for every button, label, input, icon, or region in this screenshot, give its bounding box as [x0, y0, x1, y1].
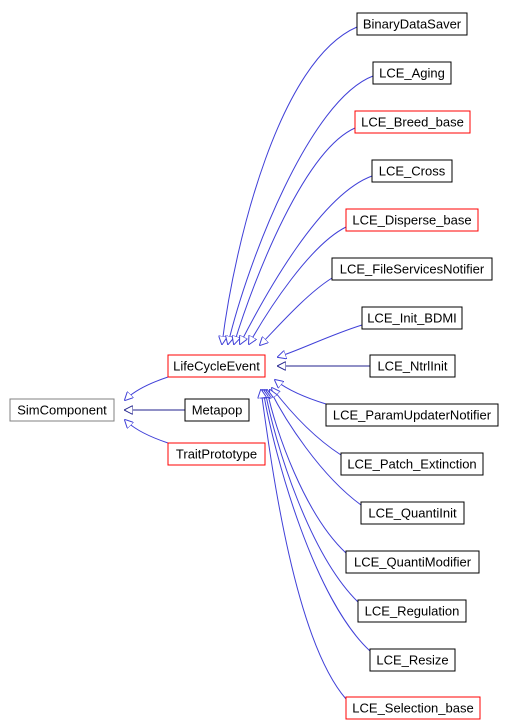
node-LifeCycleEvent[interactable]: LifeCycleEvent — [168, 355, 265, 377]
edge-BinaryDataSaver-LifeCycleEvent — [222, 27, 357, 344]
node-label: SimComponent — [17, 402, 107, 417]
edge-LCE_Breed_base-LifeCycleEvent — [234, 128, 355, 344]
node-label: LifeCycleEvent — [173, 358, 260, 373]
node-LCE_Patch_Extinction[interactable]: LCE_Patch_Extinction — [341, 453, 483, 475]
node-label: LCE_Selection_base — [352, 700, 473, 715]
node-LCE_FileServicesNotifier[interactable]: LCE_FileServicesNotifier — [332, 258, 492, 280]
edge-LCE_Init_BDMI-LifeCycleEvent — [278, 325, 362, 357]
nodes-layer: SimComponent LifeCycleEvent Metapop TraitPr… — [10, 13, 498, 719]
node-LCE_Disperse_base[interactable]: LCE_Disperse_base — [346, 209, 478, 231]
node-label: LCE_FileServicesNotifier — [340, 261, 485, 276]
node-LCE_ParamUpdaterNotifier[interactable]: LCE_ParamUpdaterNotifier — [326, 404, 498, 426]
node-LCE_Aging[interactable]: LCE_Aging — [373, 62, 451, 84]
node-label: LCE_Breed_base — [361, 114, 464, 129]
node-BinaryDataSaver[interactable]: BinaryDataSaver — [357, 13, 467, 35]
inheritance-diagram: SimComponent LifeCycleEvent Metapop TraitPr… — [0, 0, 511, 727]
node-label: LCE_Regulation — [365, 603, 460, 618]
node-LCE_Resize[interactable]: LCE_Resize — [370, 649, 455, 671]
node-Metapop[interactable]: Metapop — [185, 399, 249, 421]
node-LCE_QuantiModifier[interactable]: LCE_QuantiModifier — [346, 551, 479, 573]
edge-LCE_Disperse_base-LifeCycleEvent — [249, 227, 346, 344]
edge-LCE_Resize-LifeCycleEvent — [263, 390, 370, 651]
node-LCE_QuantiInit[interactable]: LCE_QuantiInit — [361, 502, 464, 524]
edge-LifeCycleEvent-SimComponent — [125, 377, 168, 400]
node-SimComponent[interactable]: SimComponent — [10, 399, 114, 421]
node-LCE_Breed_base[interactable]: LCE_Breed_base — [355, 111, 470, 133]
node-label: LCE_Aging — [379, 65, 445, 80]
node-label: LCE_Init_BDMI — [367, 310, 457, 325]
node-label: Metapop — [192, 402, 243, 417]
node-label: LCE_ParamUpdaterNotifier — [333, 407, 492, 422]
node-label: LCE_NtrlInit — [377, 358, 447, 373]
node-LCE_Regulation[interactable]: LCE_Regulation — [358, 600, 466, 622]
edge-TraitPrototype-SimComponent — [125, 420, 168, 443]
node-label: LCE_Patch_Extinction — [347, 456, 476, 471]
node-TraitPrototype[interactable]: TraitPrototype — [168, 443, 265, 465]
node-label: LCE_Resize — [376, 652, 448, 667]
edge-LCE_ParamUpdaterNotifier-LifeCycleEvent — [275, 380, 326, 404]
node-label: TraitPrototype — [176, 446, 257, 461]
node-LCE_Init_BDMI[interactable]: LCE_Init_BDMI — [362, 307, 462, 329]
node-label: LCE_QuantiModifier — [354, 554, 472, 569]
node-label: LCE_Cross — [379, 163, 446, 178]
node-LCE_Cross[interactable]: LCE_Cross — [372, 160, 452, 182]
edge-LCE_Selection_base-LifeCycleEvent — [261, 390, 346, 699]
node-label: LCE_QuantiInit — [368, 505, 457, 520]
node-label: BinaryDataSaver — [363, 16, 462, 31]
node-LCE_Selection_base[interactable]: LCE_Selection_base — [346, 697, 480, 719]
node-LCE_NtrlInit[interactable]: LCE_NtrlInit — [370, 355, 455, 377]
node-label: LCE_Disperse_base — [352, 212, 471, 227]
